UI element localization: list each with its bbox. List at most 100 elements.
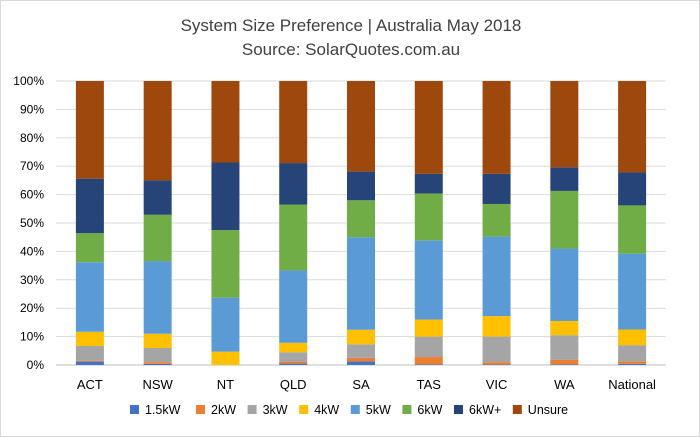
legend-swatch (196, 405, 205, 414)
bar-segment (550, 320, 579, 336)
y-tick-label: 80% (20, 131, 44, 145)
y-tick-label: 10% (20, 330, 44, 344)
y-tick-label: 60% (20, 188, 44, 202)
bar-segment (618, 329, 647, 346)
bar-segment (347, 81, 375, 172)
x-axis-ticks: ACT NSW NT QLD SA TAS VIC WA National (77, 377, 656, 392)
bar-segment (75, 262, 104, 332)
chart-subtitle: Source: SolarQuotes.com.au (242, 40, 460, 59)
bar-segment (550, 81, 579, 168)
y-tick-label: 0% (27, 358, 45, 372)
y-tick-label: 70% (20, 159, 44, 173)
y-tick-label: 90% (20, 102, 44, 116)
bar-segment (75, 81, 104, 179)
y-tick-label: 100% (13, 74, 44, 88)
bar-segment (75, 233, 104, 263)
x-tick-label: QLD (280, 377, 307, 392)
bar-segment (482, 362, 511, 365)
legend-swatch (130, 405, 139, 414)
bar-segment (482, 316, 511, 337)
bar-segment (550, 335, 579, 360)
legend-swatch (512, 405, 522, 414)
bar-segment (414, 173, 443, 194)
x-tick-label: NT (217, 377, 234, 392)
bar-segment (347, 357, 375, 362)
bar-segment (143, 362, 172, 364)
bar-segment (482, 173, 511, 204)
bar-segment (618, 253, 647, 330)
legend-label: 2kW (211, 403, 236, 417)
x-tick-label: ACT (77, 377, 103, 392)
legend: 1.5kW 2kW 3kW 4kW 5kW 6kW 6kW+ Unsure (130, 403, 568, 417)
bar-segment (414, 357, 443, 365)
bar-segment (414, 81, 443, 174)
bar-segment (550, 167, 579, 191)
x-tick-label: National (608, 377, 656, 392)
legend-swatch (350, 405, 360, 414)
bar-segment (618, 205, 647, 254)
bar-segment (143, 333, 172, 348)
bar-segment (482, 236, 511, 317)
x-tick-label: WA (554, 377, 575, 392)
legend-swatch (454, 405, 463, 414)
bar-segment (211, 81, 240, 163)
bar-segment (618, 363, 647, 365)
bar-segment (347, 200, 375, 238)
bar-segment (279, 352, 308, 362)
bar-segment (347, 344, 375, 358)
bar-segment (482, 336, 511, 363)
bar-segment (414, 193, 443, 241)
bar-segment (279, 270, 308, 343)
bar-segment (414, 240, 443, 320)
bar-segment (347, 171, 375, 201)
bar-segment (75, 178, 104, 234)
legend-label: 5kW (366, 403, 391, 417)
bar-segment (211, 230, 240, 298)
y-tick-label: 40% (20, 244, 44, 258)
bar-segment (550, 190, 579, 249)
bar-segment (550, 248, 579, 321)
bar-segment (75, 361, 104, 365)
bar-segment (143, 363, 172, 365)
y-axis-ticks: 0% 10% 20% 30% 40% 50% 60% 70% 80% 90% 100% (13, 74, 44, 372)
bar-segment (211, 162, 240, 231)
bar-segment (414, 319, 443, 337)
bar-segment (414, 336, 443, 358)
legend-swatch (247, 405, 257, 414)
bar-segment (75, 331, 104, 346)
bar-segment (482, 364, 511, 365)
bar-segment (279, 342, 308, 353)
bar-segment (75, 345, 104, 361)
x-tick-label: VIC (486, 377, 508, 392)
bar-segment (143, 261, 172, 334)
y-tick-label: 50% (20, 216, 44, 230)
legend-swatch (402, 405, 412, 414)
bar-segment (279, 361, 308, 364)
bar-segment (414, 364, 443, 365)
legend-label: 4kW (314, 403, 339, 417)
x-tick-label: NSW (142, 377, 173, 392)
bar-segment (347, 237, 375, 330)
bar-segment (279, 81, 308, 164)
bar-segment (211, 297, 240, 352)
y-tick-label: 30% (20, 273, 44, 287)
bar-segment (143, 180, 172, 215)
bar-segment (347, 329, 375, 345)
bar-segment (143, 81, 172, 181)
bar-segment (482, 203, 511, 237)
x-tick-label: SA (352, 377, 370, 392)
legend-swatch (299, 405, 309, 414)
bar-segment (279, 163, 308, 205)
bar-segment (482, 81, 511, 174)
legend-label: 3kW (263, 403, 288, 417)
legend-label: 1.5kW (145, 403, 181, 417)
legend-label: Unsure (528, 403, 568, 417)
bar-segment (347, 361, 375, 365)
x-tick-label: TAS (417, 377, 442, 392)
bar-segment (211, 351, 240, 365)
bar-segment (618, 345, 647, 362)
bar-segment (279, 204, 308, 271)
bar-segment (75, 360, 104, 362)
bars (75, 81, 647, 365)
